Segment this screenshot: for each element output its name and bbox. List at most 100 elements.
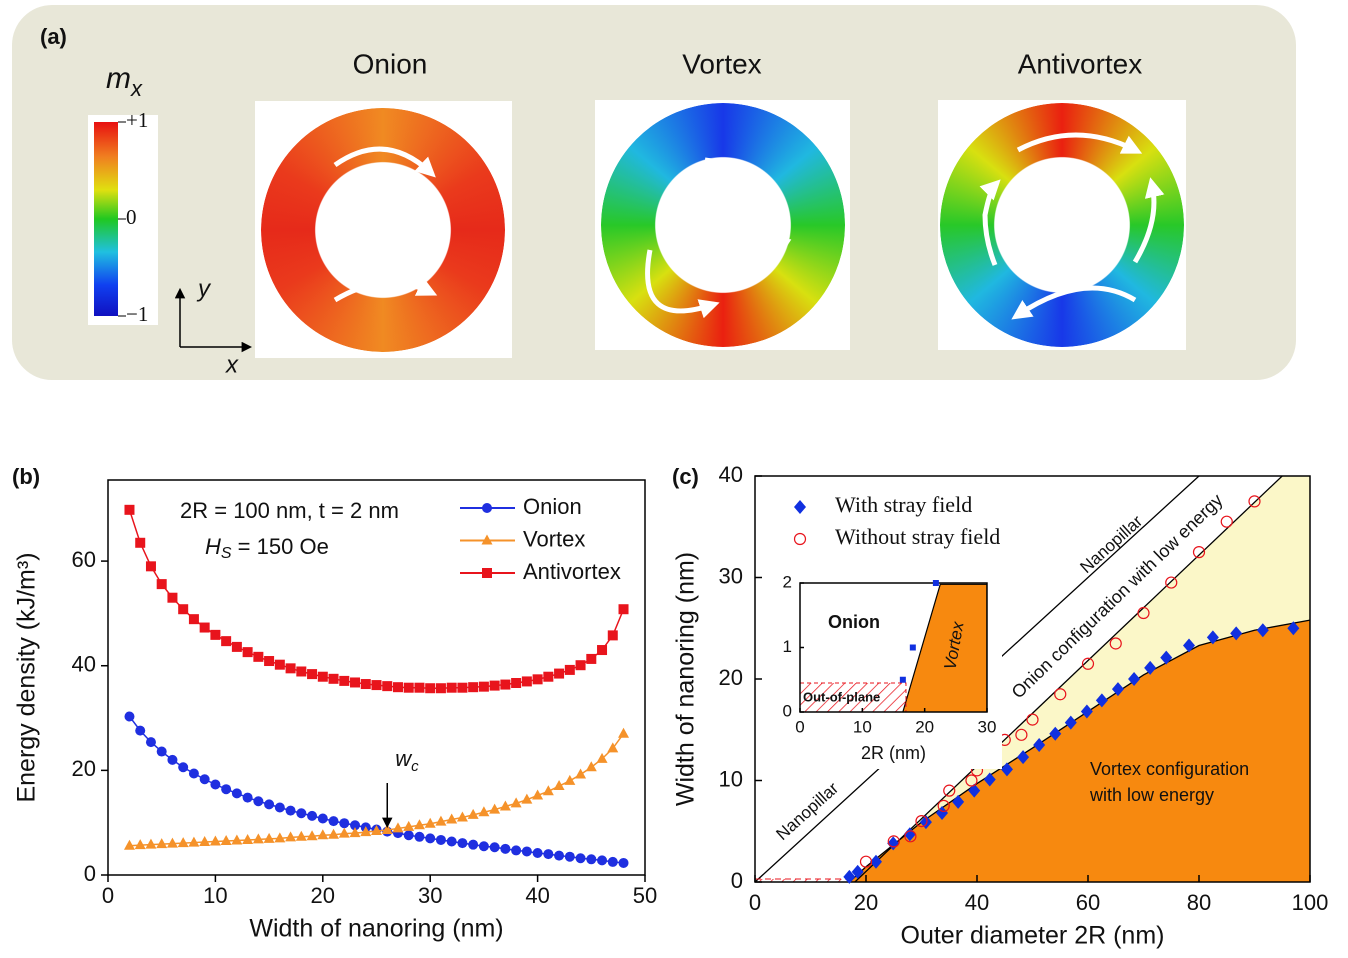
marker bbox=[425, 683, 436, 694]
marker bbox=[167, 592, 178, 603]
marker bbox=[532, 848, 543, 859]
marker bbox=[499, 800, 511, 811]
marker bbox=[199, 622, 210, 633]
marker bbox=[413, 819, 425, 830]
marker bbox=[1095, 693, 1108, 708]
marker bbox=[1256, 623, 1269, 638]
x-tick-label: 60 bbox=[1076, 890, 1100, 915]
marker bbox=[307, 810, 318, 821]
marker bbox=[618, 727, 630, 738]
marker bbox=[843, 869, 856, 884]
axis-x-label: x bbox=[225, 351, 239, 378]
x-tick-label: 10 bbox=[853, 717, 872, 736]
panel-label: (a) bbox=[40, 24, 67, 49]
marker bbox=[457, 682, 468, 693]
marker bbox=[1000, 762, 1013, 777]
marker bbox=[915, 814, 928, 828]
marker bbox=[274, 832, 286, 843]
marker bbox=[242, 647, 253, 658]
y-tick-label: 40 bbox=[719, 462, 743, 487]
marker bbox=[167, 754, 178, 765]
marker bbox=[252, 833, 264, 844]
marker bbox=[242, 792, 253, 803]
marker bbox=[392, 822, 404, 833]
marker bbox=[285, 831, 297, 842]
marker bbox=[381, 824, 393, 835]
marker bbox=[296, 808, 307, 819]
marker bbox=[1109, 637, 1122, 650]
marker bbox=[166, 837, 178, 848]
marker bbox=[468, 839, 479, 850]
marker bbox=[306, 830, 318, 841]
x-tick-label: 0 bbox=[795, 717, 804, 736]
marker bbox=[478, 806, 490, 817]
legend-label: Onion bbox=[523, 494, 582, 519]
region-label: Onion bbox=[828, 612, 880, 632]
vortex-region bbox=[849, 620, 1310, 882]
marker bbox=[521, 793, 533, 804]
legend-marker bbox=[481, 534, 493, 545]
marker bbox=[968, 783, 981, 798]
marker bbox=[242, 833, 254, 844]
marker bbox=[145, 838, 157, 849]
legend-marker bbox=[794, 500, 806, 514]
marker bbox=[932, 580, 939, 586]
marker bbox=[554, 668, 565, 679]
marker bbox=[263, 832, 275, 843]
marker bbox=[607, 630, 618, 641]
marker bbox=[851, 864, 864, 879]
x-axis-label: 2R (nm) bbox=[861, 743, 926, 763]
marker bbox=[1287, 621, 1300, 636]
colorbar-label: mx bbox=[106, 62, 143, 101]
marker bbox=[350, 820, 361, 831]
marker bbox=[338, 827, 350, 838]
marker bbox=[607, 856, 618, 867]
marker bbox=[178, 762, 189, 773]
marker bbox=[317, 813, 328, 824]
marker bbox=[209, 835, 221, 846]
subscript: x bbox=[130, 76, 143, 101]
marker bbox=[371, 680, 382, 691]
marker bbox=[231, 641, 242, 652]
legend-label: Vortex bbox=[523, 526, 585, 551]
marker bbox=[952, 794, 965, 809]
marker bbox=[295, 830, 307, 841]
marker bbox=[360, 826, 372, 837]
marker bbox=[134, 839, 146, 850]
marker bbox=[597, 855, 608, 866]
marker bbox=[339, 675, 350, 686]
x-tick-label: 30 bbox=[978, 717, 997, 736]
marker bbox=[564, 664, 575, 675]
marker bbox=[596, 752, 608, 763]
hatch-region bbox=[800, 682, 907, 712]
marker bbox=[414, 831, 425, 842]
coordinate-axes bbox=[174, 287, 253, 353]
marker bbox=[500, 679, 511, 690]
marker bbox=[618, 857, 629, 868]
marker bbox=[585, 761, 597, 772]
symbol: w bbox=[395, 746, 413, 771]
x-axis-label: Width of nanoring (nm) bbox=[249, 915, 503, 943]
marker bbox=[575, 853, 586, 864]
colorbar-tick-label: −1 bbox=[126, 302, 148, 326]
marker bbox=[543, 671, 554, 682]
marker bbox=[392, 682, 403, 693]
marker bbox=[1064, 715, 1077, 730]
marker bbox=[1017, 750, 1030, 765]
marker bbox=[124, 504, 135, 515]
marker bbox=[532, 674, 543, 685]
marker bbox=[489, 680, 500, 691]
magnetization-arrows bbox=[333, 132, 1165, 320]
marker bbox=[188, 836, 200, 847]
legend-marker bbox=[482, 568, 492, 578]
marker bbox=[586, 854, 597, 865]
marker bbox=[403, 682, 414, 693]
marker bbox=[467, 808, 479, 819]
x-tick-label: 0 bbox=[102, 883, 114, 908]
marker bbox=[382, 681, 393, 692]
marker bbox=[575, 660, 586, 671]
region-label: with low energy bbox=[1089, 785, 1214, 805]
plot-area bbox=[800, 583, 987, 712]
